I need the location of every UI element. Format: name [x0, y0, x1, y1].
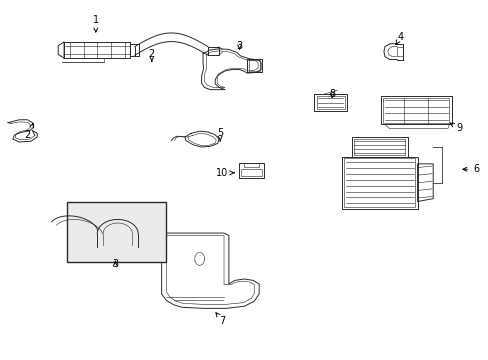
Text: 1: 1	[93, 15, 99, 32]
Bar	[80, 242, 94, 250]
Bar	[344, 158, 414, 207]
Bar	[380, 96, 451, 125]
Text: 2: 2	[24, 123, 33, 140]
Bar	[78, 240, 96, 252]
Bar	[353, 139, 405, 155]
Bar	[249, 60, 260, 71]
Text: 3: 3	[236, 41, 242, 50]
Bar	[101, 248, 135, 252]
Bar	[351, 137, 407, 157]
Text: 10: 10	[216, 168, 234, 178]
Text: 9: 9	[449, 123, 461, 133]
Bar	[247, 59, 262, 72]
Bar	[314, 94, 346, 111]
Text: 8: 8	[328, 89, 335, 99]
Bar	[316, 96, 344, 109]
Bar	[97, 246, 138, 253]
Text: 2: 2	[148, 49, 155, 62]
Bar	[396, 47, 403, 56]
Bar	[66, 202, 166, 262]
Text: 3: 3	[112, 259, 118, 269]
Text: 7: 7	[216, 313, 225, 325]
Bar	[383, 98, 448, 123]
Text: 6: 6	[462, 164, 478, 174]
Bar	[241, 169, 261, 176]
Bar	[341, 157, 417, 209]
Text: 5: 5	[217, 129, 223, 141]
Text: 4: 4	[395, 32, 403, 45]
